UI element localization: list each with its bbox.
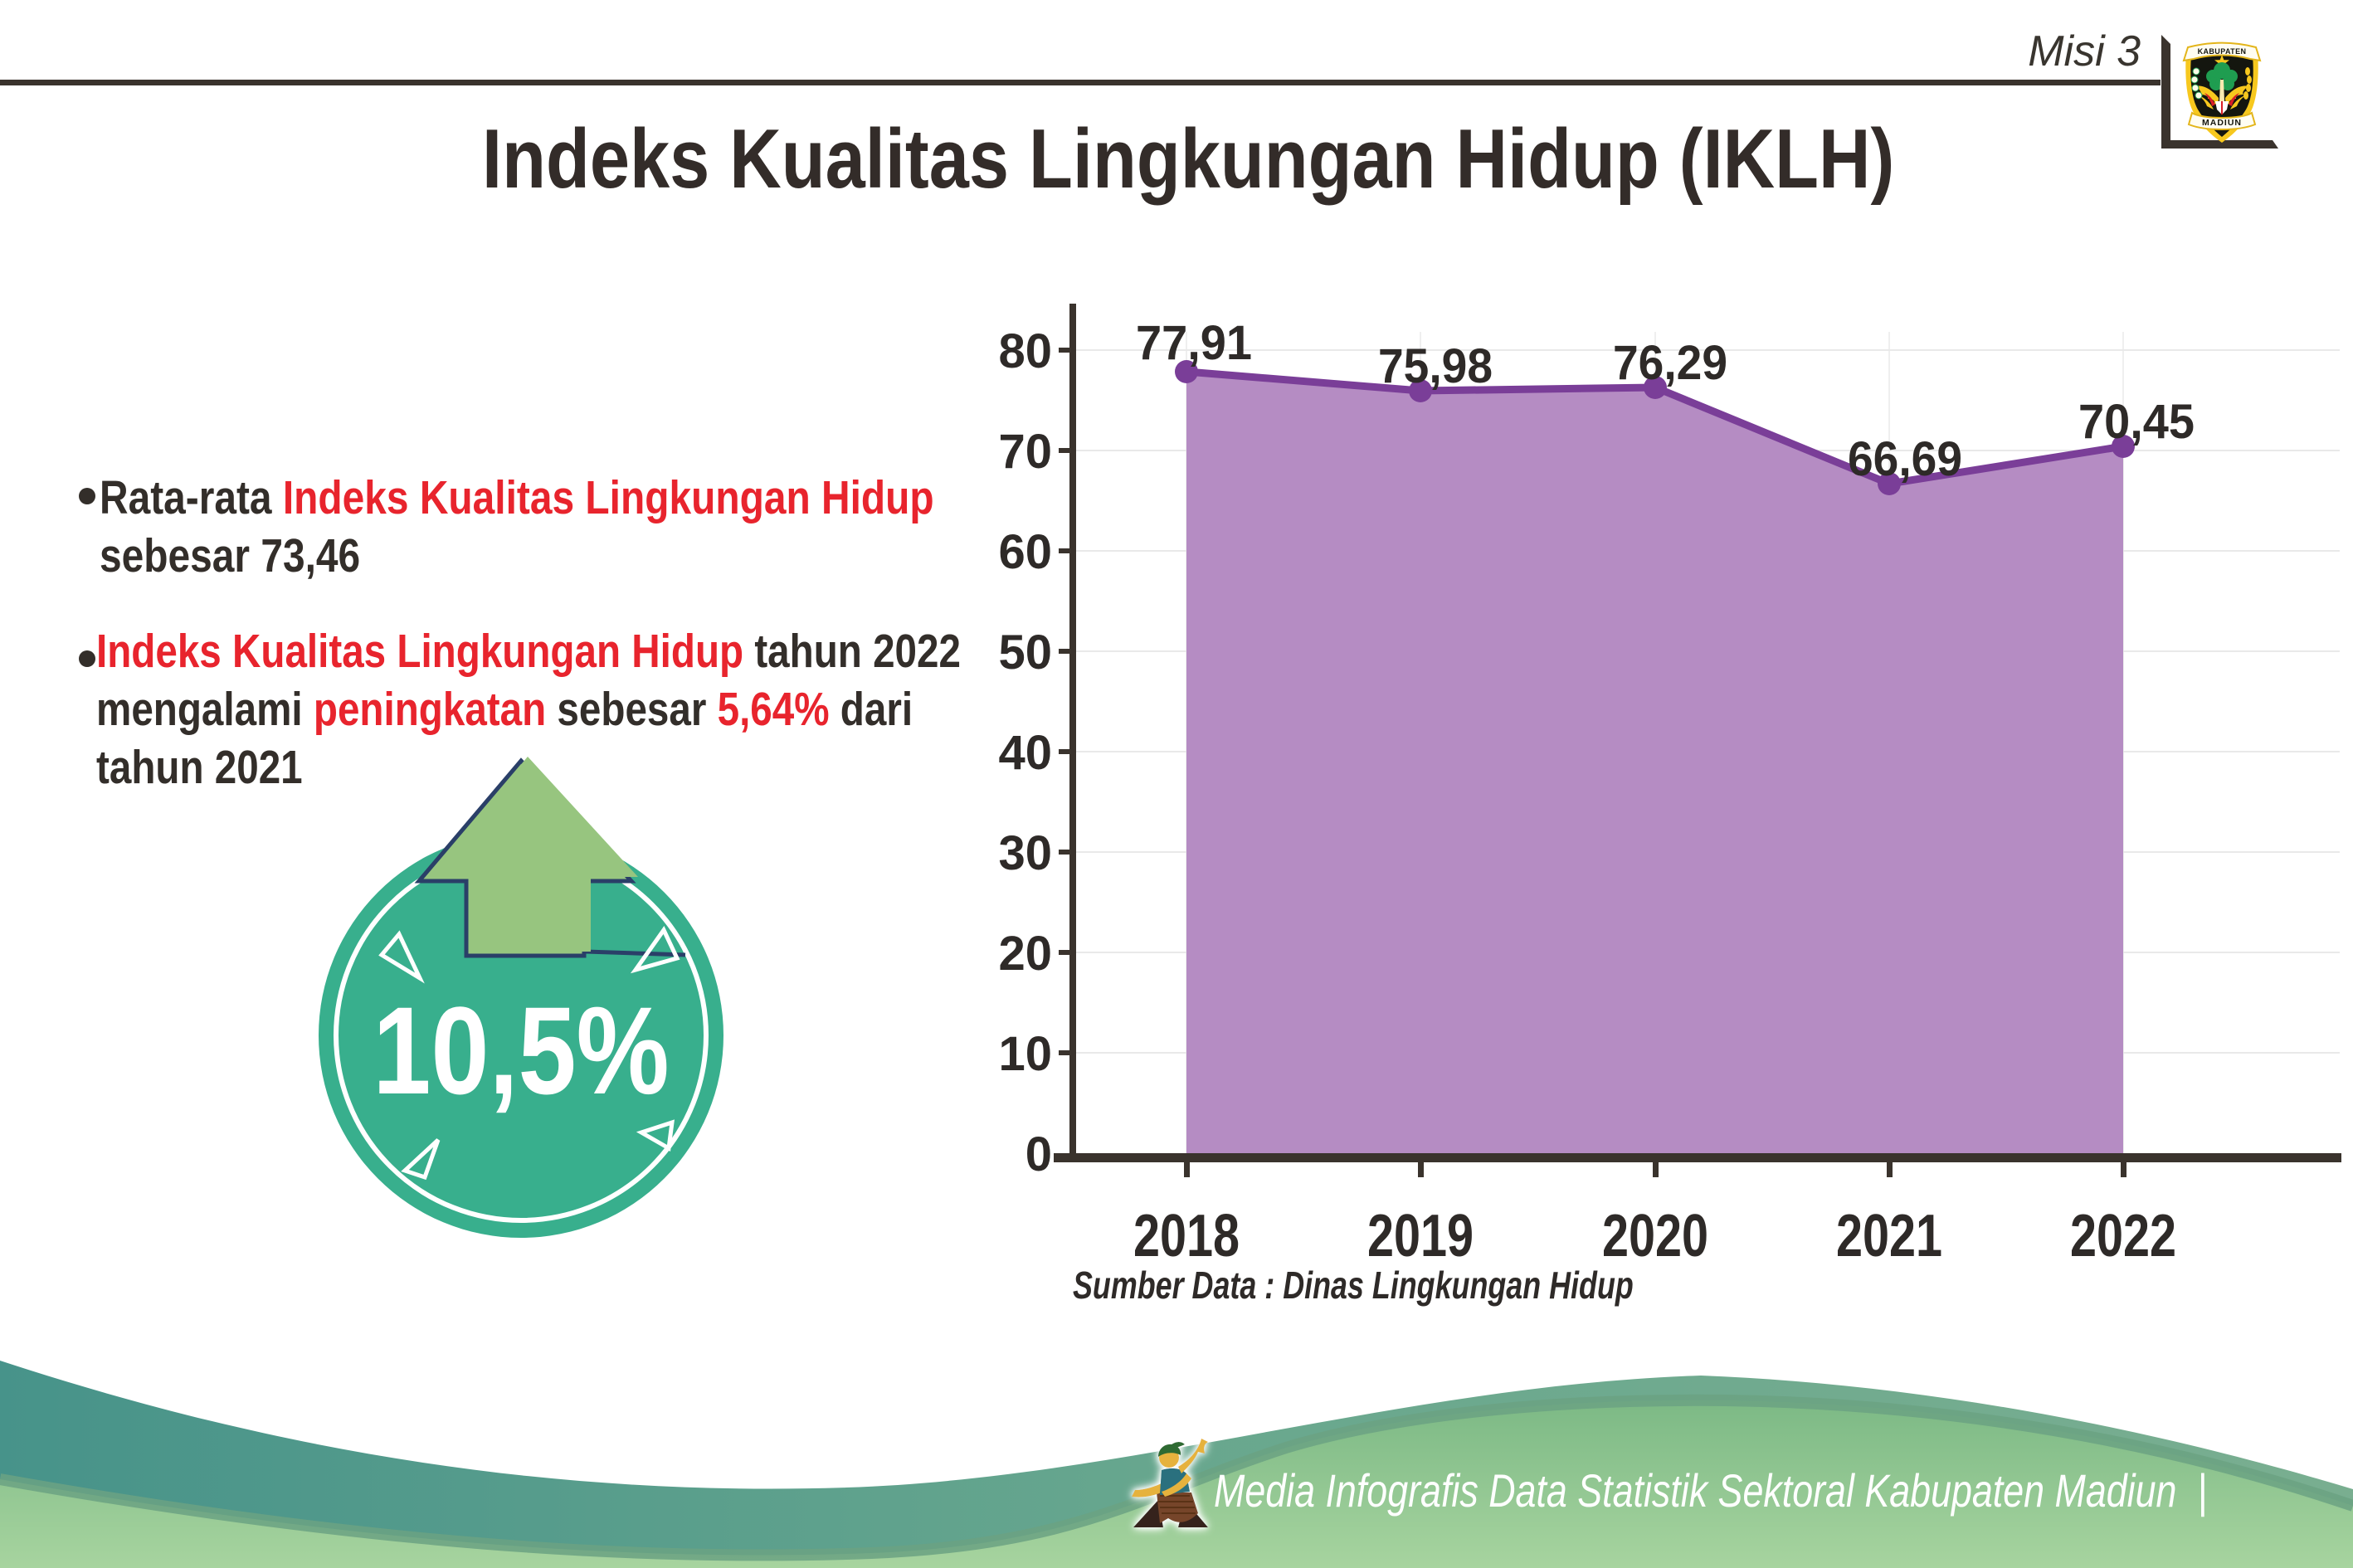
svg-text:60: 60 [998, 525, 1052, 579]
svg-text:2021: 2021 [1836, 1203, 1942, 1269]
svg-text:10,5%: 10,5% [373, 982, 669, 1121]
svg-text:76,29: 76,29 [1613, 336, 1727, 390]
svg-text:10: 10 [998, 1027, 1052, 1081]
svg-text:40: 40 [998, 726, 1052, 780]
svg-text:2019: 2019 [1367, 1203, 1474, 1269]
svg-text:75,98: 75,98 [1378, 339, 1493, 393]
svg-text:MADIUN: MADIUN [2202, 118, 2242, 128]
svg-text:70,45: 70,45 [2078, 395, 2195, 449]
svg-text:KABUPATEN: KABUPATEN [2198, 47, 2247, 56]
svg-text:80: 80 [998, 324, 1052, 378]
svg-text:2020: 2020 [1602, 1203, 1708, 1269]
svg-text:2018: 2018 [1133, 1203, 1240, 1269]
svg-text:20: 20 [998, 927, 1052, 981]
svg-text:50: 50 [998, 626, 1052, 679]
svg-text:30: 30 [998, 826, 1052, 880]
svg-text:66,69: 66,69 [1848, 432, 1962, 486]
svg-text:70: 70 [998, 425, 1052, 479]
svg-text:2022: 2022 [2070, 1203, 2176, 1269]
svg-text:0: 0 [1025, 1127, 1052, 1181]
svg-text:77,91: 77,91 [1136, 316, 1252, 370]
